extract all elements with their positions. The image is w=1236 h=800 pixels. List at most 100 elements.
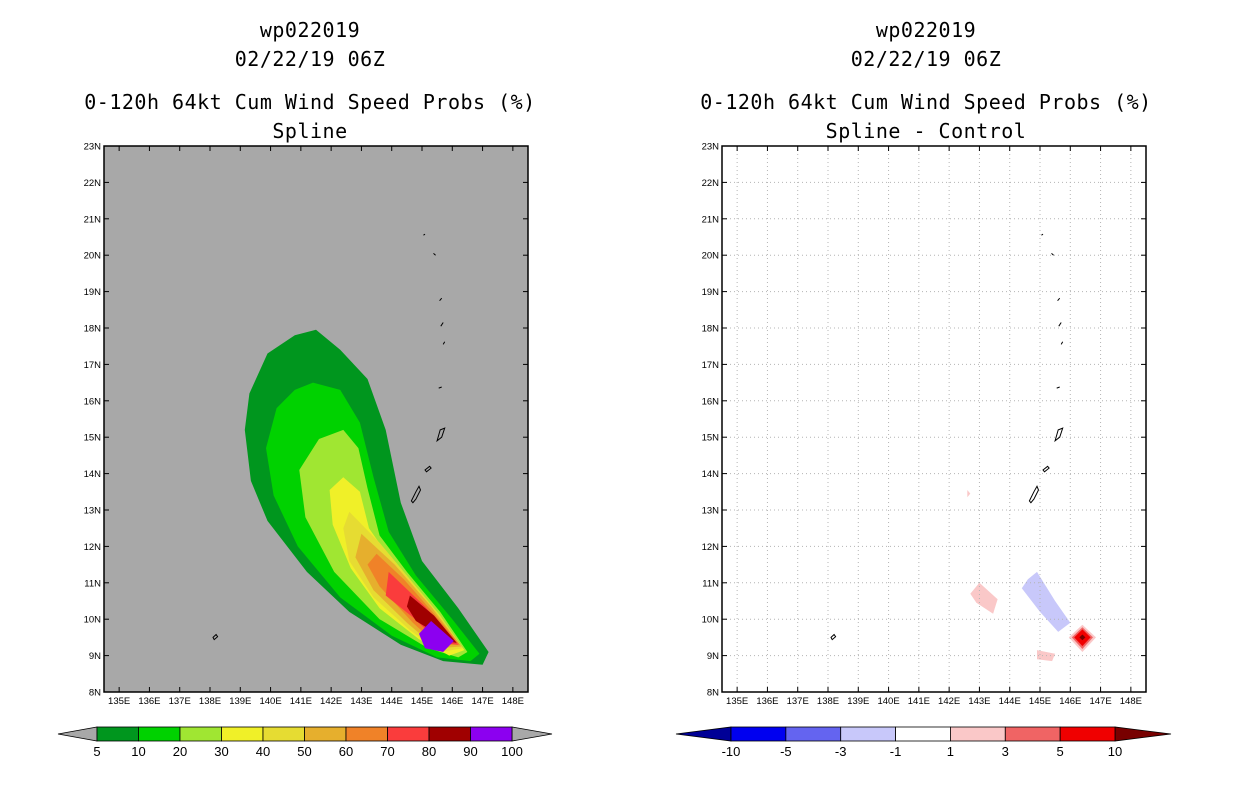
left-colorbar-label: 90 (463, 744, 477, 759)
left-colorbar-label: 10 (131, 744, 145, 759)
right-colorbar-swatch-0 (730, 726, 787, 742)
right-island-6 (1058, 322, 1062, 327)
right-colorbar-arrow-high (1114, 726, 1172, 742)
left-island-8 (433, 253, 436, 256)
right-colorbar-arrow-low (675, 726, 732, 742)
left-lat-label: 12N (84, 542, 102, 553)
left-lon-label: 136E (138, 696, 160, 707)
left-colorbar-arrow-high (511, 726, 553, 742)
right-colorbar-label: -3 (835, 744, 847, 759)
left-lon-label: 144E (381, 696, 403, 707)
right-colorbar-swatch-1 (785, 726, 842, 742)
left-lon-label: 148E (502, 696, 524, 707)
right-lat-label: 21N (702, 214, 720, 225)
left-lon-label: 139E (229, 696, 251, 707)
left-colorbar-label: 30 (214, 744, 228, 759)
left-lat-label: 10N (84, 615, 102, 626)
right-lon-label: 144E (999, 696, 1021, 707)
right-colorbar-label: 3 (1002, 744, 1009, 759)
left-lat-label: 15N (84, 433, 102, 444)
right-colorbar-label: 1 (947, 744, 954, 759)
right-lon-label: 145E (1029, 696, 1051, 707)
right-plot-background (722, 146, 1146, 692)
left-lat-label: 8N (89, 688, 101, 699)
right-map-panel: 135E 136E 137E 138E 139E 140E 141E 142E 143E 144E… (675, 142, 1172, 759)
left-colorbar-label: 20 (173, 744, 187, 759)
left-lon-label: 142E (320, 696, 342, 707)
left-colorbar-arrow-low (57, 726, 98, 742)
left-island-7 (439, 297, 443, 302)
right-colorbar-swatch-3 (895, 726, 951, 742)
left-lat-label: 20N (84, 251, 102, 262)
right-colorbar: -10 -5 -3 -1 1 3 5 10 (675, 726, 1172, 759)
left-map-panel: 135E 136E 137E 138E 139E 140E 141E 142E 143E 144E… (57, 142, 553, 759)
right-colorbar-label: 10 (1108, 744, 1122, 759)
left-lat-label: 18N (84, 324, 102, 335)
left-island-4 (438, 386, 442, 389)
left-lon-label: 147E (471, 696, 493, 707)
left-colorbar-swatch-7 (387, 726, 430, 742)
left-island-6 (440, 322, 444, 327)
right-lon-label: 138E (817, 696, 839, 707)
left-colorbar-swatch-0 (96, 726, 139, 742)
right-colorbar-swatch-6 (1059, 726, 1116, 742)
left-colorbar-label: 5 (93, 744, 100, 759)
left-colorbar-label: 80 (422, 744, 436, 759)
left-lat-label: 22N (84, 178, 102, 189)
left-lat-label: 14N (84, 469, 102, 480)
right-lat-label: 22N (702, 178, 720, 189)
right-lat-label: 9N (707, 651, 719, 662)
left-colorbar-swatch-3 (221, 726, 264, 742)
right-lat-label: 19N (702, 287, 720, 298)
left-contour-8 (406, 595, 457, 643)
right-colorbar-swatch-5 (1004, 726, 1061, 742)
left-colorbar-swatch-4 (262, 726, 305, 742)
left-colorbar-swatch-9 (470, 726, 513, 742)
left-lon-label: 143E (350, 696, 372, 707)
left-lat-label: 13N (84, 506, 102, 517)
left-lat-label: 16N (84, 396, 102, 407)
right-lat-label: 14N (702, 469, 720, 480)
right-colorbar-swatch-2 (840, 726, 896, 742)
left-lat-label: 17N (84, 360, 102, 371)
right-island-0 (830, 633, 837, 641)
left-lat-label: 19N (84, 287, 102, 298)
right-lat-label: 18N (702, 324, 720, 335)
right-island-2 (1042, 465, 1050, 473)
left-lon-label: 140E (259, 696, 281, 707)
right-datetime: 02/22/19 06Z (850, 47, 1002, 71)
left-lat-label: 21N (84, 214, 102, 225)
left-island-2 (424, 465, 432, 473)
right-contour-7 (1079, 634, 1086, 641)
left-datetime: 02/22/19 06Z (234, 47, 386, 71)
left-island-1 (410, 485, 422, 504)
right-colorbar-label: -10 (722, 744, 741, 759)
right-lat-label: 8N (707, 688, 719, 699)
right-subtitle: Spline - Control (825, 119, 1027, 143)
left-colorbar-label: 70 (380, 744, 394, 759)
right-lat-label: 20N (702, 251, 720, 262)
right-colorbar-label: 5 (1057, 744, 1064, 759)
left-colorbar-label: 50 (297, 744, 311, 759)
right-colorbar-swatch-4 (950, 726, 1006, 742)
left-island-3 (436, 427, 446, 443)
left-colorbar-swatch-6 (345, 726, 388, 742)
right-contour-3 (967, 490, 971, 498)
left-lon-label: 145E (411, 696, 433, 707)
left-lat-label: 9N (89, 651, 101, 662)
right-lon-label: 141E (908, 696, 930, 707)
left-colorbar: 5 10 20 30 40 50 60 70 80 90 100 (57, 726, 553, 759)
right-lat-label: 11N (702, 578, 719, 589)
left-colorbar-label: 100 (501, 744, 523, 759)
right-plot-frame (721, 145, 1147, 693)
left-lon-label: 138E (199, 696, 221, 707)
right-island-5 (1060, 341, 1064, 345)
right-lat-label: 23N (702, 142, 720, 153)
left-storm-id: wp022019 (259, 18, 361, 42)
left-lat-label: 23N (84, 142, 102, 153)
right-island-9 (1041, 233, 1044, 236)
right-lat-label: 16N (702, 396, 720, 407)
right-product-title: 0-120h 64kt Cum Wind Speed Probs (%) (700, 90, 1152, 114)
right-island-4 (1056, 386, 1060, 389)
